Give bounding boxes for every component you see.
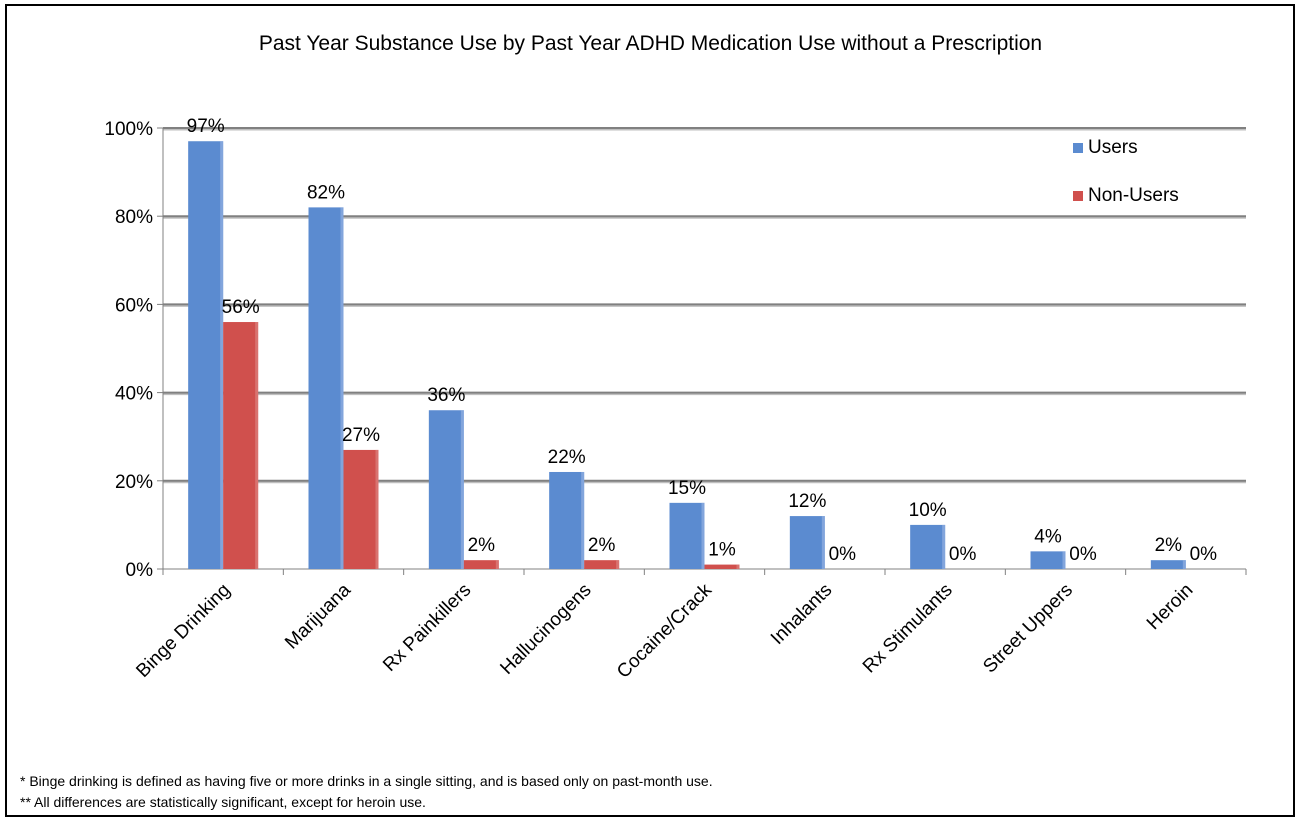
bar-users [308, 207, 344, 569]
data-label-users: 10% [909, 500, 947, 521]
bar-highlight [1062, 551, 1066, 569]
data-label-non-users: 56% [222, 297, 260, 318]
bar-highlight [821, 516, 825, 569]
data-label-users: 82% [307, 182, 345, 203]
x-tick-label: Hallucinogens [496, 580, 595, 679]
bar-non-users [463, 560, 499, 569]
footnote-binge-definition: * Binge drinking is defined as having fi… [20, 773, 713, 789]
bar-highlight [220, 141, 224, 570]
bar-users [1030, 551, 1066, 569]
y-tick-label: 100% [104, 119, 153, 140]
bar-highlight [701, 502, 705, 569]
bar-highlight [340, 207, 344, 569]
bar-users [428, 410, 464, 569]
x-tick-label: Marijuana [281, 579, 355, 653]
y-tick-label: 0% [126, 560, 154, 581]
data-label-users: 12% [788, 491, 826, 512]
data-label-users: 22% [548, 447, 586, 468]
bar-highlight [375, 449, 379, 569]
data-label-non-users: 0% [1190, 544, 1218, 565]
y-tick-label: 20% [115, 472, 153, 493]
data-label-non-users: 0% [949, 544, 977, 565]
bar-highlight [1182, 560, 1186, 569]
x-tick-label: Cocaine/Crack [613, 579, 716, 682]
bar-highlight [581, 471, 585, 569]
bar-highlight [460, 410, 464, 569]
legend-swatch-non-users [1073, 190, 1083, 201]
chart-title: Past Year Substance Use by Past Year ADH… [258, 32, 1043, 55]
y-tick-label: 40% [115, 384, 153, 405]
data-label-non-users: 0% [1069, 544, 1097, 565]
bar-users [549, 471, 585, 569]
legend-swatch-users [1073, 142, 1083, 153]
bar-non-users [343, 449, 379, 569]
bar-highlight [736, 564, 740, 569]
bar-users [789, 516, 825, 569]
bar-users [910, 524, 946, 569]
legend-item-non-users: Non-Users [1073, 185, 1179, 207]
bar-users [1150, 560, 1186, 569]
data-label-non-users: 27% [342, 425, 380, 446]
bar-highlight [495, 560, 499, 569]
data-label-users: 97% [187, 116, 225, 137]
x-tick-label: Binge Drinking [132, 580, 234, 682]
data-label-non-users: 2% [468, 535, 496, 556]
bar-highlight [255, 322, 259, 569]
data-label-non-users: 0% [829, 544, 857, 565]
bar-users [669, 502, 705, 569]
x-tick-label: Rx Painkillers [379, 580, 475, 676]
x-tick-label: Rx Stimulants [859, 580, 957, 678]
x-tick-label: Heroin [1143, 580, 1197, 634]
bar-users [188, 141, 224, 570]
bar-highlight [616, 560, 620, 569]
bar-non-users [223, 322, 259, 569]
x-tick-label: Inhalants [767, 580, 836, 649]
bar-non-users [704, 564, 740, 569]
bar-highlight [942, 524, 946, 569]
data-label-users: 2% [1155, 535, 1183, 556]
data-label-non-users: 2% [588, 535, 616, 556]
legend-label-users: Users [1088, 137, 1138, 158]
data-label-non-users: 1% [708, 540, 736, 561]
legend-item-users: Users [1073, 137, 1138, 159]
data-label-users: 36% [427, 385, 465, 406]
legend-label-non-users: Non-Users [1088, 185, 1179, 206]
y-tick-label: 80% [115, 207, 153, 228]
data-label-users: 15% [668, 478, 706, 499]
x-tick-label: Street Uppers [979, 580, 1077, 678]
data-label-users: 4% [1034, 526, 1062, 547]
y-tick-label: 60% [115, 295, 153, 316]
footnote-significance: ** All differences are statistically sig… [20, 794, 426, 810]
bar-non-users [584, 560, 620, 569]
